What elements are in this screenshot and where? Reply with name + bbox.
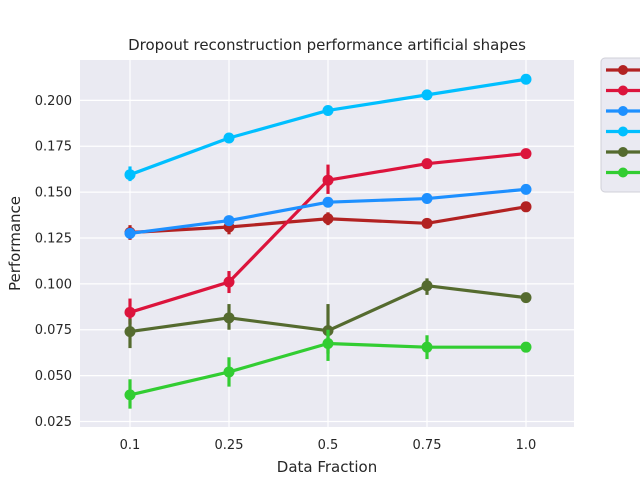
legend-item bbox=[606, 85, 640, 96]
y-axis-label: Performance bbox=[6, 196, 24, 291]
x-tick-label: 0.5 bbox=[318, 438, 339, 453]
y-axis-ticks: 0.025 0.050 0.075 0.100 0.125 0.150 0.175 0.200 bbox=[35, 94, 72, 430]
y-tick-label: 0.050 bbox=[35, 369, 72, 384]
data-point bbox=[124, 326, 136, 338]
data-point bbox=[322, 104, 334, 116]
data-point bbox=[520, 201, 532, 213]
x-tick-label: 0.75 bbox=[413, 438, 442, 453]
series-4 bbox=[124, 73, 532, 182]
legend-item bbox=[606, 147, 640, 157]
legend-item bbox=[606, 106, 640, 116]
legend-item bbox=[606, 65, 640, 75]
data-point bbox=[223, 215, 235, 227]
data-point bbox=[520, 341, 532, 353]
x-tick-label: 1.0 bbox=[516, 438, 537, 453]
chart-title: Dropout reconstruction performance artif… bbox=[128, 36, 526, 54]
series-6 bbox=[124, 329, 532, 409]
y-tick-label: 0.150 bbox=[35, 186, 72, 201]
series-2 bbox=[124, 148, 532, 325]
legend-item bbox=[606, 126, 640, 137]
x-axis-ticks: 0.1 0.25 0.5 0.75 1.0 bbox=[120, 438, 537, 453]
data-point bbox=[421, 341, 433, 353]
y-tick-label: 0.025 bbox=[35, 415, 72, 430]
x-tick-label: 0.25 bbox=[215, 438, 244, 453]
plot-area bbox=[80, 60, 574, 427]
data-point bbox=[322, 338, 334, 350]
x-tick-label: 0.1 bbox=[120, 438, 141, 453]
y-tick-label: 0.125 bbox=[35, 231, 72, 246]
y-tick-label: 0.100 bbox=[35, 277, 72, 292]
legend-marker bbox=[618, 167, 628, 178]
data-point bbox=[223, 132, 235, 144]
legend-marker bbox=[618, 85, 628, 96]
data-point bbox=[124, 389, 136, 401]
legend-marker bbox=[618, 106, 628, 116]
series-group bbox=[124, 73, 532, 409]
data-point bbox=[223, 366, 235, 378]
x-axis-label: Data Fraction bbox=[277, 458, 377, 476]
legend-marker bbox=[618, 147, 628, 157]
y-tick-label: 0.200 bbox=[35, 94, 72, 109]
y-tick-label: 0.175 bbox=[35, 140, 72, 155]
data-point bbox=[520, 183, 532, 195]
series-3 bbox=[124, 183, 532, 239]
data-point bbox=[322, 174, 334, 186]
data-point bbox=[421, 193, 433, 205]
data-point bbox=[223, 276, 235, 288]
data-point bbox=[520, 292, 532, 304]
legend-marker bbox=[618, 126, 628, 137]
data-point bbox=[421, 280, 433, 292]
y-tick-label: 0.075 bbox=[35, 323, 72, 338]
data-point bbox=[322, 213, 334, 225]
data-point bbox=[124, 227, 136, 239]
legend bbox=[600, 57, 640, 193]
data-point bbox=[421, 158, 433, 170]
data-point bbox=[421, 89, 433, 101]
data-point bbox=[124, 306, 136, 318]
data-point bbox=[520, 73, 532, 85]
legend-marker bbox=[618, 65, 628, 75]
data-point bbox=[520, 148, 532, 160]
legend-item bbox=[606, 167, 640, 178]
data-point bbox=[421, 217, 433, 229]
data-point bbox=[124, 169, 136, 181]
data-point bbox=[223, 312, 235, 324]
data-point bbox=[322, 196, 334, 208]
